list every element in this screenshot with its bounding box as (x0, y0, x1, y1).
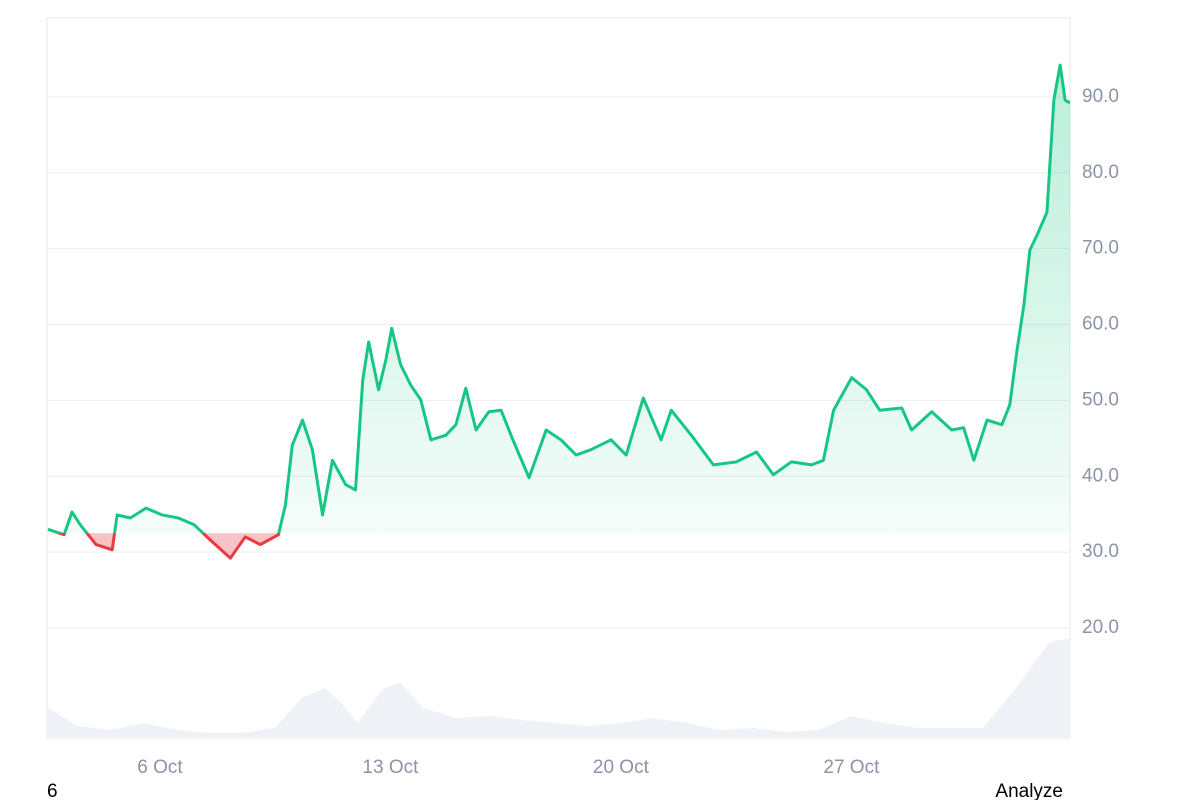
plot-frame (46, 17, 1071, 739)
x-tick-label: 6 Oct (137, 757, 183, 778)
y-tick-label: 80.0 (1082, 162, 1119, 183)
x-tick-label: 20 Oct (593, 757, 650, 778)
x-tick-label: 13 Oct (362, 757, 419, 778)
footer-left: 6 (47, 781, 58, 800)
y-tick-label: 40.0 (1082, 465, 1119, 486)
y-tick-label: 20.0 (1082, 617, 1119, 638)
line-above (47, 63, 1071, 534)
y-tick-label: 60.0 (1082, 314, 1119, 335)
y-tick-label: 50.0 (1082, 389, 1119, 410)
line-below (54, 533, 281, 560)
volume-area (47, 638, 1070, 738)
y-tick-label: 70.0 (1082, 238, 1119, 259)
footer-right[interactable]: Analyze (995, 781, 1063, 802)
y-tick-label: 90.0 (1082, 86, 1119, 107)
y-tick-label: 30.0 (1082, 541, 1119, 562)
x-tick-label: 27 Oct (823, 757, 880, 778)
area-above (47, 65, 1070, 534)
